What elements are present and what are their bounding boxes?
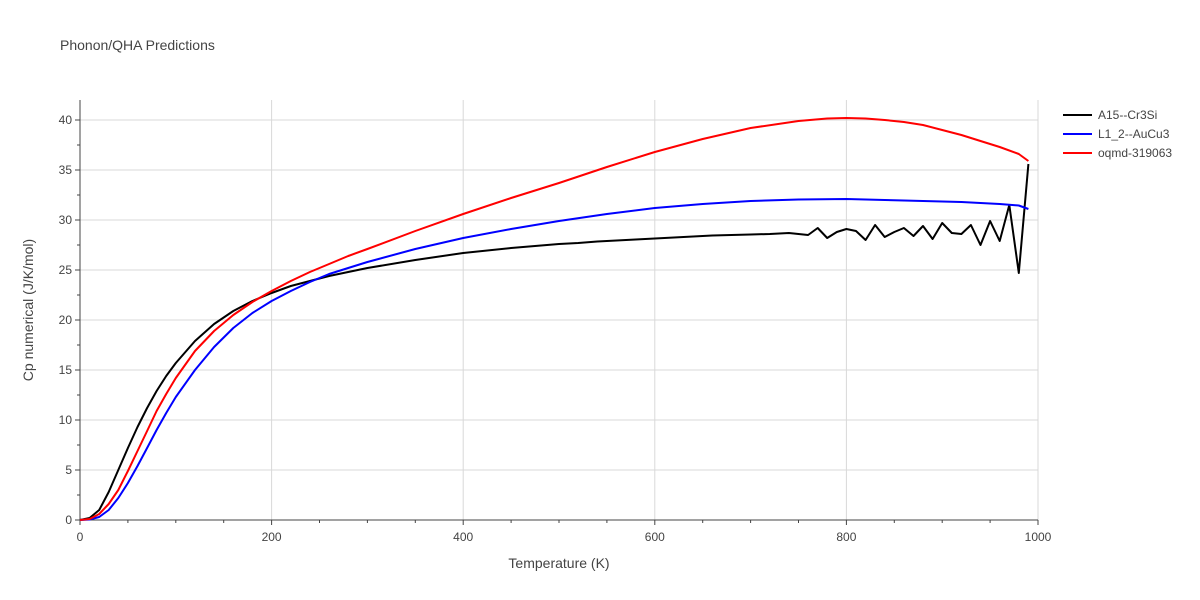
legend-item-1[interactable]: A15--Cr3Si xyxy=(1063,108,1157,122)
series-layer xyxy=(79,117,1030,521)
series-line-1[interactable] xyxy=(79,163,1030,521)
legend-item-3[interactable]: oqmd-319063 xyxy=(1063,146,1172,160)
tick-labels: 0 200 400 600 800 1000 0 5 10 15 20 25 30 35 40 xyxy=(59,113,1052,544)
legend-label: oqmd-319063 xyxy=(1098,146,1172,160)
y-tick-label: 35 xyxy=(59,163,73,177)
axes xyxy=(75,100,1039,525)
series-line-2[interactable] xyxy=(79,198,1029,521)
y-tick-label: 15 xyxy=(59,363,73,377)
x-tick-label: 400 xyxy=(453,530,473,544)
y-tick-label: 5 xyxy=(65,463,72,477)
legend-label: L1_2--AuCu3 xyxy=(1098,127,1170,141)
legend-item-2[interactable]: L1_2--AuCu3 xyxy=(1063,127,1170,141)
chart-title: Phonon/QHA Predictions xyxy=(60,37,215,53)
y-tick-label: 10 xyxy=(59,413,73,427)
series-line-3[interactable] xyxy=(79,117,1029,521)
y-tick-label: 25 xyxy=(59,263,73,277)
x-axis-label: Temperature (K) xyxy=(508,555,609,571)
y-tick-label: 20 xyxy=(59,313,73,327)
x-tick-label: 1000 xyxy=(1025,530,1052,544)
legend-label: A15--Cr3Si xyxy=(1098,108,1157,122)
y-axis-label: Cp numerical (J/K/mol) xyxy=(20,239,36,381)
x-tick-label: 200 xyxy=(262,530,282,544)
x-tick-label: 0 xyxy=(77,530,84,544)
y-tick-label: 0 xyxy=(65,513,72,527)
x-tick-label: 600 xyxy=(645,530,665,544)
x-tick-label: 800 xyxy=(836,530,856,544)
y-tick-label: 40 xyxy=(59,113,73,127)
legend[interactable]: A15--Cr3Si L1_2--AuCu3 oqmd-319063 xyxy=(1063,108,1172,160)
y-tick-label: 30 xyxy=(59,213,73,227)
